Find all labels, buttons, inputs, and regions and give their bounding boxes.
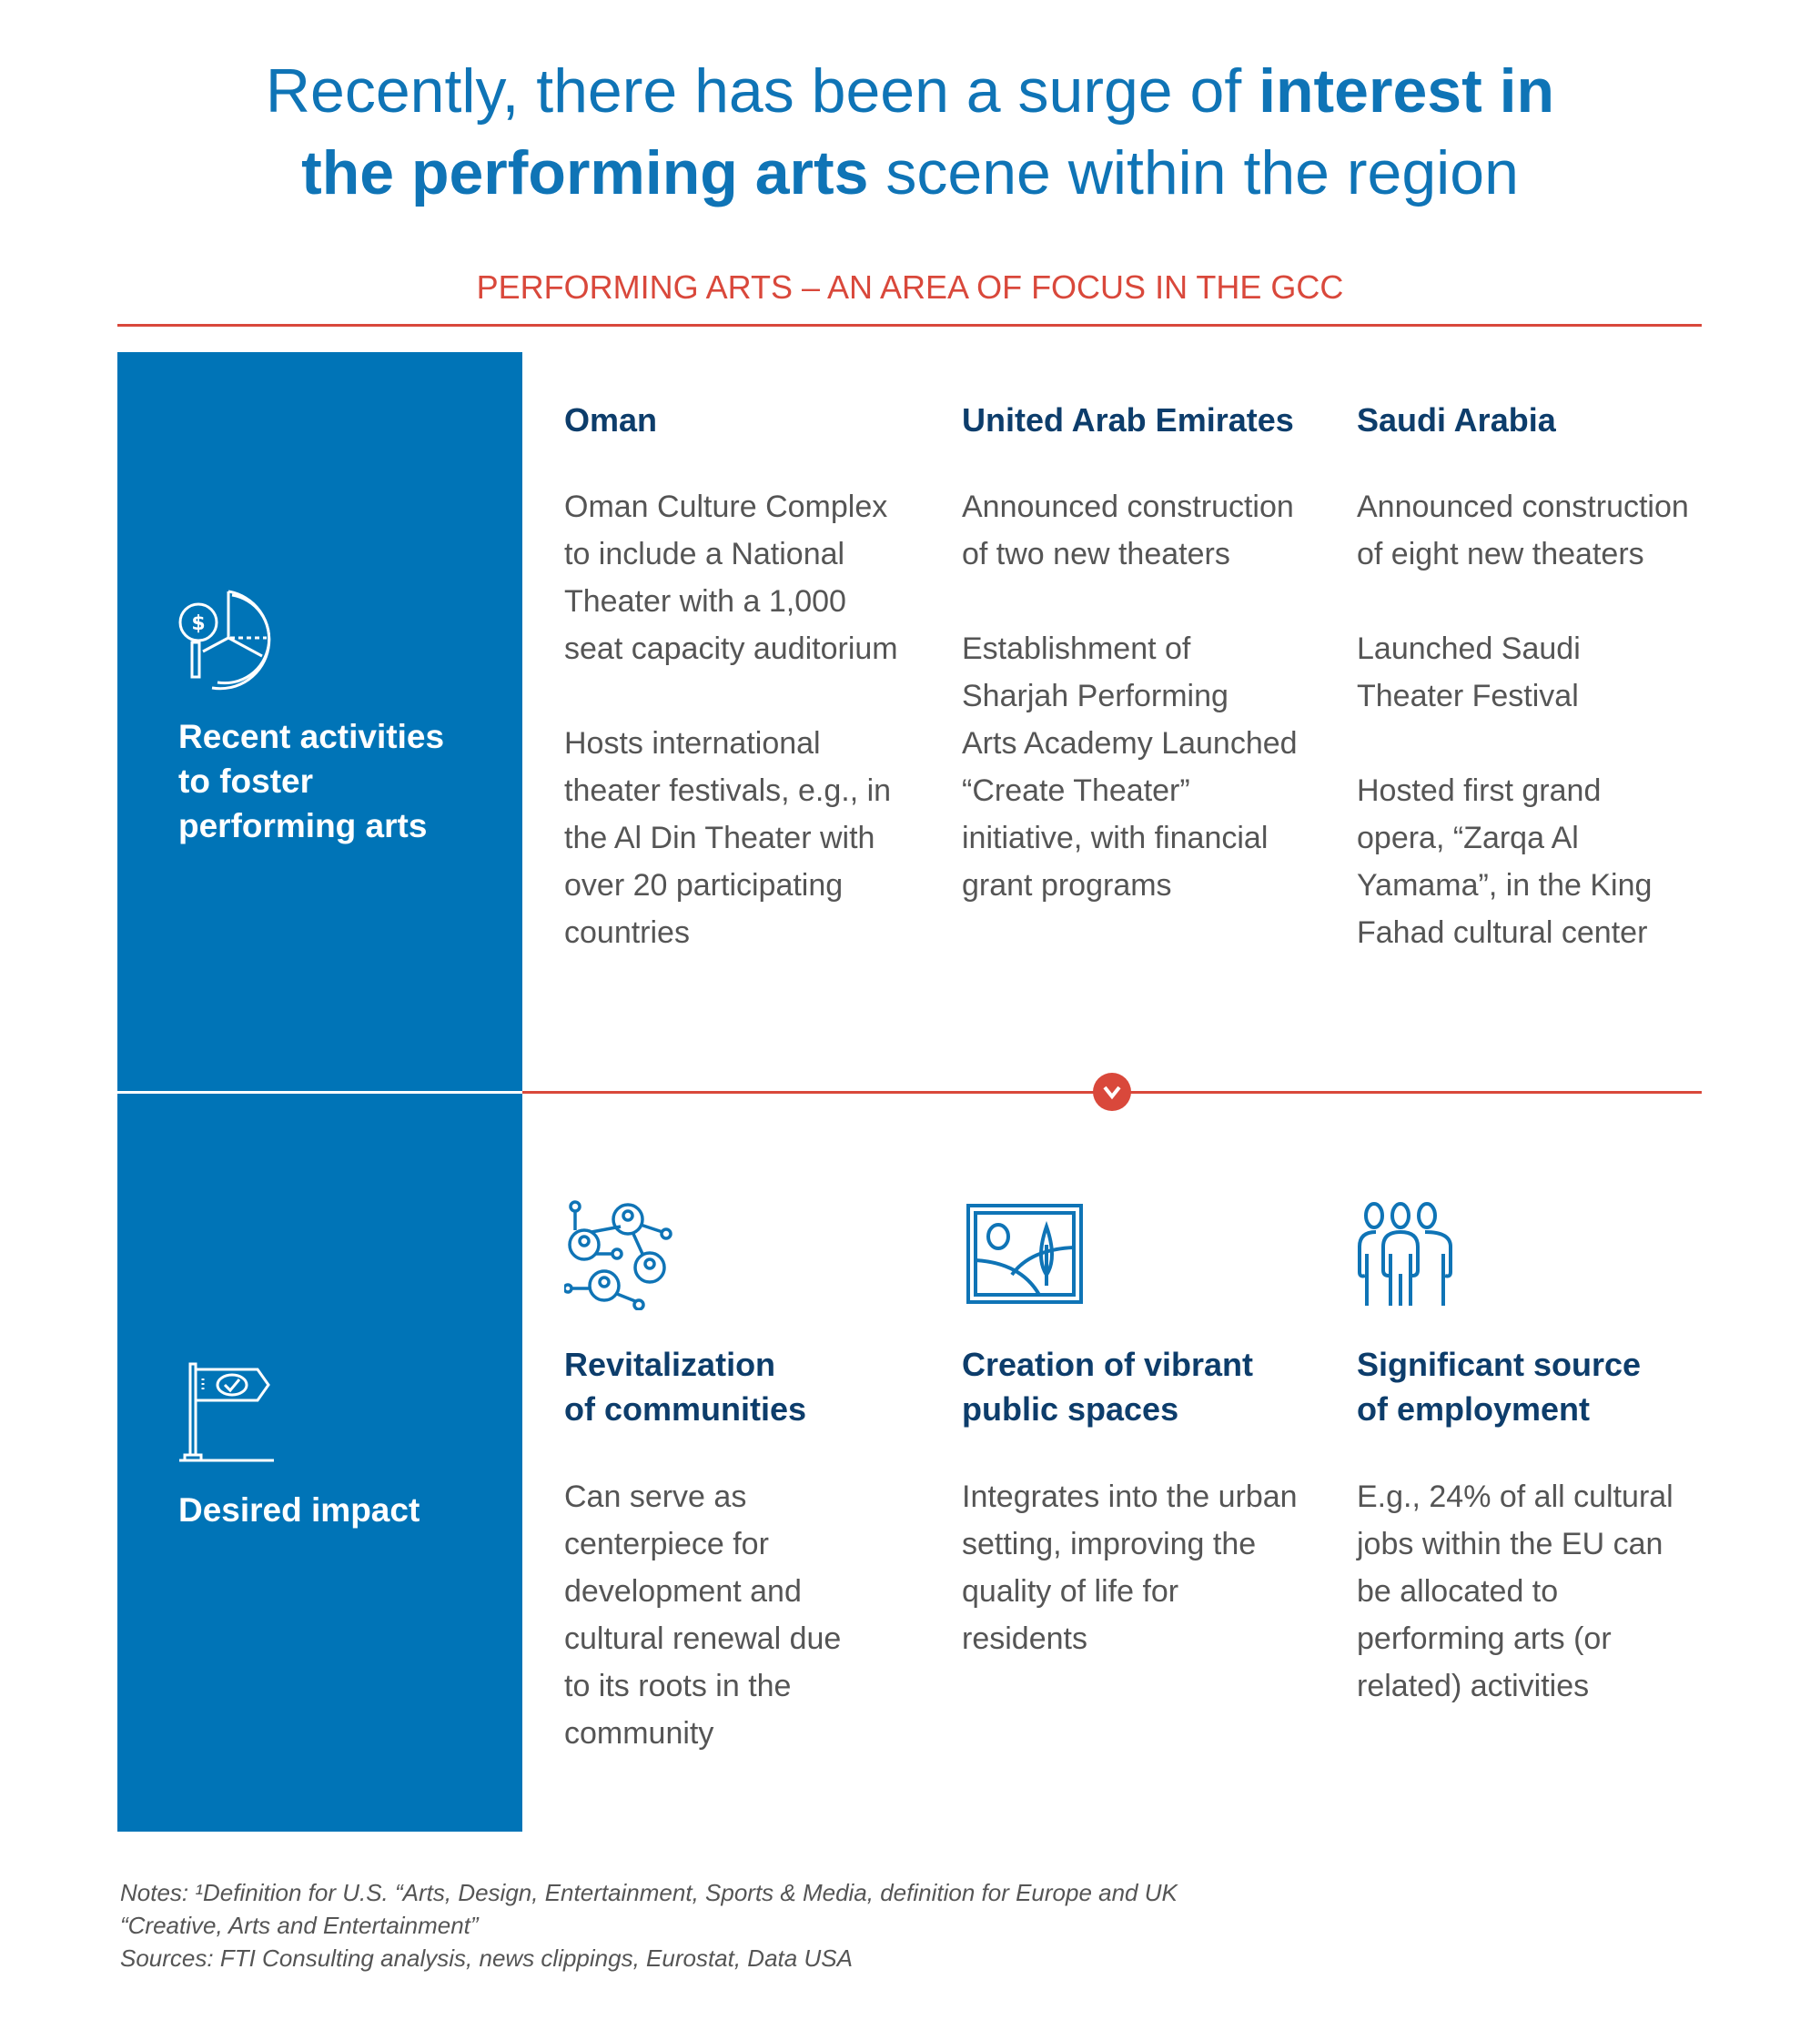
panel-label-activities: Recent activities to foster performing a… [178, 718, 445, 844]
divider [117, 1091, 522, 1094]
country-column-oman: Oman Oman Culture Complex to include a N… [564, 398, 928, 956]
impact-column: Significant source of employment E.g., 2… [1357, 1342, 1739, 1710]
landscape-picture-icon [966, 1204, 1083, 1304]
country-column-uae: United Arab Emirates Announced construct… [962, 398, 1326, 909]
impact-text: Can serve as centerpiece for development… [564, 1480, 842, 1751]
panel-label-impact: Desired impact [178, 1491, 420, 1529]
title-bold: the performing arts [301, 138, 869, 207]
title-part: Recently, there has been a surge of [265, 56, 1259, 126]
pie-chart-dollar-magnifier-icon: $ [178, 590, 271, 691]
impact-title: Significant source of employment [1357, 1346, 1642, 1428]
divider [117, 324, 1702, 327]
notes-line: Notes: ¹Definition for U.S. “Arts, Desig… [120, 1879, 1178, 1939]
activity-item: Announced construction of two new theate… [962, 490, 1294, 571]
impact-title: Creation of vibrant public spaces [962, 1346, 1254, 1428]
impact-text: Integrates into the urban setting, impro… [962, 1480, 1298, 1656]
activity-item: Hosted first grand opera, “Zarqa Al Yama… [1357, 773, 1653, 950]
people-group-icon [1358, 1202, 1452, 1306]
flag-check-icon [179, 1362, 274, 1462]
svg-text:$: $ [191, 612, 205, 635]
country-column-saudi-arabia: Saudi Arabia Announced construction of e… [1357, 398, 1721, 956]
title-bold: interest in [1259, 56, 1555, 126]
impact-column: Revitalization of communities Can serve … [564, 1342, 946, 1757]
activity-item: Announced construction of eight new thea… [1357, 490, 1689, 571]
country-name: Oman [564, 401, 658, 439]
sources-line: Sources: FTI Consulting analysis, news c… [120, 1944, 853, 1972]
activity-item: Establishment of Sharjah Performing Arts… [962, 631, 1298, 903]
impact-title: Revitalization of communities [564, 1346, 807, 1428]
country-name: United Arab Emirates [962, 401, 1294, 439]
title-part: scene within the region [868, 138, 1519, 207]
impact-text: E.g., 24% of all cultural jobs within th… [1357, 1480, 1673, 1703]
community-network-icon [564, 1200, 672, 1310]
chevron-down-icon [1093, 1073, 1131, 1111]
page-title: Recently, there has been a surge of inte… [0, 50, 1820, 214]
section-subtitle: PERFORMING ARTS – AN AREA OF FOCUS IN TH… [476, 268, 1344, 306]
activity-item: Launched Saudi Theater Festival [1357, 631, 1581, 713]
country-name: Saudi Arabia [1357, 401, 1556, 439]
footnotes: Notes: ¹Definition for U.S. “Arts, Desig… [120, 1876, 1303, 1974]
impact-column: Creation of vibrant public spaces Integr… [962, 1342, 1344, 1662]
activity-item: Oman Culture Complex to include a Nation… [564, 490, 898, 666]
activity-item: Hosts international theater festivals, e… [564, 726, 892, 950]
